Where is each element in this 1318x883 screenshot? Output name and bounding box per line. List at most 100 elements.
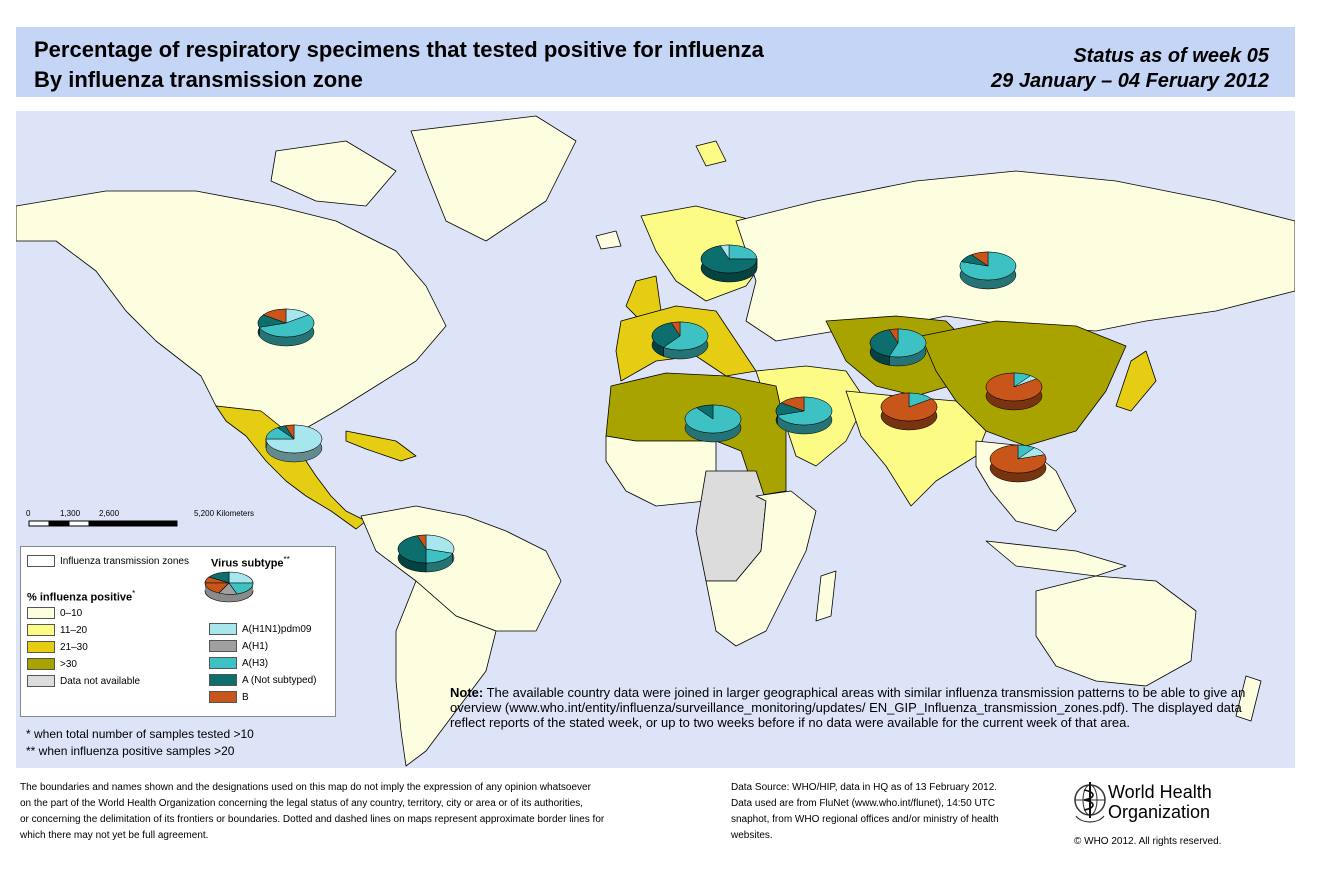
legend-class-1-swatch	[27, 624, 55, 636]
pie-slice-a-h1n1-pdm09	[425, 534, 455, 554]
map-subtitle: By influenza transmission zone	[34, 67, 363, 92]
legend-class-1: 11–20	[27, 624, 87, 636]
pie-slice-b	[284, 424, 295, 440]
copyright: © WHO 2012. All rights reserved.	[1074, 836, 1222, 847]
legend-positive-title: % influenza positive*	[27, 589, 135, 604]
disclaimer: The boundaries and names shown and the d…	[20, 780, 720, 844]
zone-temperate-south-america	[395, 580, 497, 767]
legend-subtype-0: A(H1N1)pdm09	[209, 623, 311, 635]
note-label: Note:	[450, 685, 484, 700]
pie-slice-a-h1n1-pdm09	[719, 244, 730, 260]
disclaimer-line-4: which there may not yet be full agreemen…	[20, 830, 209, 841]
zone-iceland	[595, 230, 622, 250]
zone-new-zealand	[1235, 675, 1262, 722]
pie-slice-b	[670, 321, 681, 337]
pie-slice-a-h3-	[888, 328, 927, 358]
legend-class-2-label: 21–30	[60, 641, 88, 653]
pie-slice-a-not-subtyped-	[869, 329, 899, 357]
pie-south-east-asia	[989, 444, 1047, 483]
who-name-line-2: Organization	[1108, 802, 1211, 822]
scale-tick-2: 2,600	[99, 509, 120, 518]
pie-south-west-europe	[651, 321, 709, 360]
legend-class-4-label: Data not available	[60, 675, 141, 687]
legend-subtype-1-label: A(H1)	[242, 640, 269, 652]
legend-subtype-4-label: B	[242, 691, 249, 703]
disclaimer-line-2: on the part of the World Health Organiza…	[20, 798, 584, 809]
legend-subtype-2: A(H3)	[209, 657, 268, 669]
zone-svalbard	[695, 140, 727, 167]
disclaimer-line-3: or concerning the delimitation of its fr…	[20, 814, 605, 825]
pie-tropical-south-america	[397, 534, 455, 573]
pie-eastern-asia	[985, 372, 1043, 411]
map-note: Note: The available country data were jo…	[450, 685, 1270, 730]
zone-japan	[1115, 350, 1157, 412]
who-name-line-1: World Health	[1108, 782, 1212, 802]
scale-tick-0: 0	[26, 509, 31, 518]
pie-central-america	[265, 424, 323, 463]
status-week: Status as of week 05	[1073, 45, 1269, 67]
pie-slice-b	[971, 251, 989, 267]
legend-subtype-4-swatch	[209, 691, 237, 703]
legend-zones: Influenza transmission zones	[27, 555, 189, 567]
pie-slice-b	[780, 396, 805, 412]
data-source: Data Source: WHO/HIP, data in HQ as of 1…	[731, 780, 1061, 844]
zone-australia	[1035, 575, 1197, 687]
pie-central-asia	[869, 328, 927, 367]
legend-subtype-3: A (Not subtyped)	[209, 674, 316, 686]
legend-class-2: 21–30	[27, 641, 88, 653]
scale-tick-1: 1,300	[60, 509, 81, 518]
map-canvas	[16, 115, 1295, 767]
legend-zones-label: Influenza transmission zones	[60, 555, 189, 567]
legend-virus-title-mark: **	[283, 555, 290, 564]
legend-virus-title-text: Virus subtype	[211, 557, 284, 570]
pie-western-asia	[775, 396, 833, 435]
legend-class-3-swatch	[27, 658, 55, 670]
legend-subtype-0-swatch	[209, 623, 237, 635]
pie-southern-asia	[880, 392, 938, 431]
legend-class-1-label: 11–20	[60, 624, 88, 636]
legend-positive-title-text: % influenza positive	[27, 591, 133, 604]
scale-bar: 0 1,300 2,600 5,200 Kilometers	[26, 509, 266, 533]
datasource-line-1: Data Source: WHO/HIP, data in HQ as of 1…	[731, 782, 998, 793]
legend-class-0-swatch	[27, 607, 55, 619]
legend-positive-title-mark: *	[132, 589, 136, 598]
legend-class-2-swatch	[27, 641, 55, 653]
zone-indonesia	[985, 540, 1127, 577]
pie-slice-a-not-subtyped-	[651, 322, 681, 348]
pie-slice-a-h3-	[662, 321, 709, 351]
pie-slice-a-h3-	[728, 244, 758, 260]
pie-north-america	[257, 308, 315, 347]
legend-subtype-0-label: A(H1N1)pdm09	[242, 623, 312, 635]
pie-layer	[257, 244, 1047, 573]
footnote-star2: ** when influenza positive samples >20	[26, 744, 235, 758]
legend: Influenza transmission zones Virus subty…	[20, 546, 336, 717]
zone-west-africa	[605, 435, 717, 507]
world-map: 0 1,300 2,600 5,200 Kilometers Influenza…	[16, 111, 1295, 768]
datasource-line-4: websites.	[731, 830, 773, 841]
pie-slice-b	[416, 534, 427, 550]
note-text: The available country data were joined i…	[450, 685, 1246, 730]
pie-slice-a-not-subtyped-	[696, 404, 714, 420]
pie-slice-b	[262, 308, 287, 324]
pie-slice-b	[989, 444, 1047, 474]
legend-class-0-label: 0–10	[60, 607, 83, 619]
legend-class-0: 0–10	[27, 607, 82, 619]
status-dates: 29 January – 04 Feruary 2012	[991, 70, 1269, 92]
zone-eastern-europe	[735, 170, 1295, 342]
pie-eastern-europe	[959, 251, 1017, 290]
legend-subtype-2-label: A(H3)	[242, 657, 269, 669]
legend-subtype-4: B	[209, 691, 249, 703]
legend-class-4-swatch	[27, 675, 55, 687]
legend-subtype-3-label: A (Not subtyped)	[242, 674, 317, 686]
zone-madagascar	[815, 570, 837, 622]
legend-class-4: Data not available	[27, 675, 140, 687]
legend-class-3-label: >30	[60, 658, 77, 670]
disclaimer-line-1: The boundaries and names shown and the d…	[20, 782, 591, 793]
legend-subtype-1: A(H1)	[209, 640, 268, 652]
zone-arctic-islands	[270, 140, 397, 207]
who-emblem-icon	[1074, 782, 1106, 823]
legend-subtype-2-swatch	[209, 657, 237, 669]
legend-zones-swatch	[27, 555, 55, 567]
pie-northern-europe	[700, 244, 758, 283]
pie-slice-b	[985, 372, 1043, 402]
